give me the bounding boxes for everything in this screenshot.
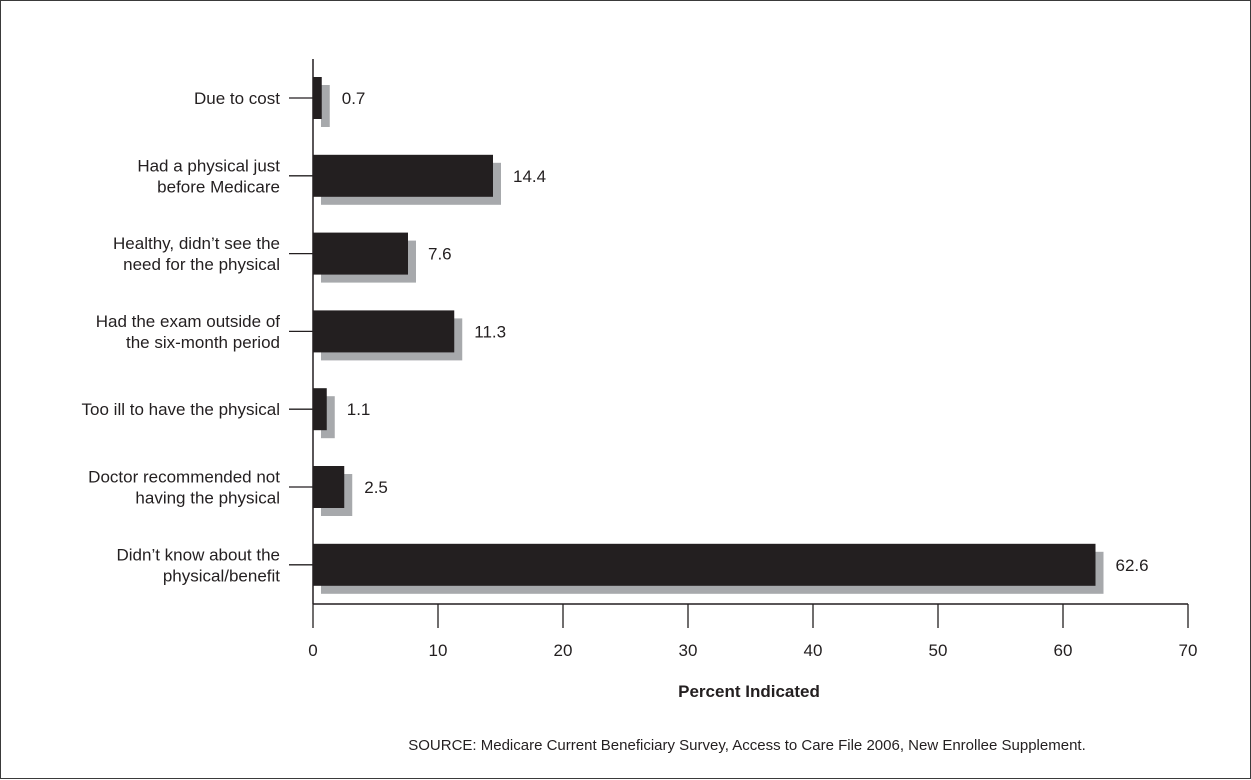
category-label: need for the physical xyxy=(123,255,280,274)
bar xyxy=(313,543,1096,586)
bar-shadow xyxy=(321,85,330,127)
source-note: SOURCE: Medicare Current Beneficiary Sur… xyxy=(408,737,1086,754)
category-label: Didn’t know about the xyxy=(117,545,281,564)
data-label: 2.5 xyxy=(364,478,388,497)
x-tick-label: 30 xyxy=(679,641,698,660)
x-tick-label: 20 xyxy=(554,641,573,660)
bar xyxy=(313,232,408,275)
x-tick-label: 50 xyxy=(929,641,948,660)
bar xyxy=(313,388,327,431)
bar xyxy=(313,466,345,508)
x-tick-label: 70 xyxy=(1179,641,1198,660)
category-label: physical/benefit xyxy=(163,566,280,585)
bar xyxy=(313,154,493,197)
x-tick-label: 10 xyxy=(429,641,448,660)
bar xyxy=(313,77,322,119)
category-label: the six-month period xyxy=(126,333,280,352)
labels: 0 10 20 30 40 50 60 70 Due to cost 0.7 Had a physi… xyxy=(82,89,1198,660)
data-label: 7.6 xyxy=(428,245,452,264)
bar xyxy=(313,310,455,353)
category-label: having the physical xyxy=(135,489,280,508)
category-label: Too ill to have the physical xyxy=(82,400,280,419)
x-tick-label: 60 xyxy=(1054,641,1073,660)
category-label: Doctor recommended not xyxy=(88,468,280,487)
category-label: Had the exam outside of xyxy=(96,312,281,331)
data-label: 62.6 xyxy=(1116,556,1149,575)
x-axis-title: Percent Indicated xyxy=(678,682,820,701)
data-label: 14.4 xyxy=(513,167,546,186)
category-label: before Medicare xyxy=(157,177,280,196)
category-label: Had a physical just xyxy=(137,156,280,175)
category-label: Healthy, didn’t see the xyxy=(113,234,280,253)
category-label: Due to cost xyxy=(194,89,280,108)
data-label: 1.1 xyxy=(347,400,371,419)
data-label: 11.3 xyxy=(474,322,506,341)
bars xyxy=(313,77,1104,594)
x-tick-label: 0 xyxy=(308,641,317,660)
data-label: 0.7 xyxy=(342,89,366,108)
x-tick-label: 40 xyxy=(804,641,823,660)
